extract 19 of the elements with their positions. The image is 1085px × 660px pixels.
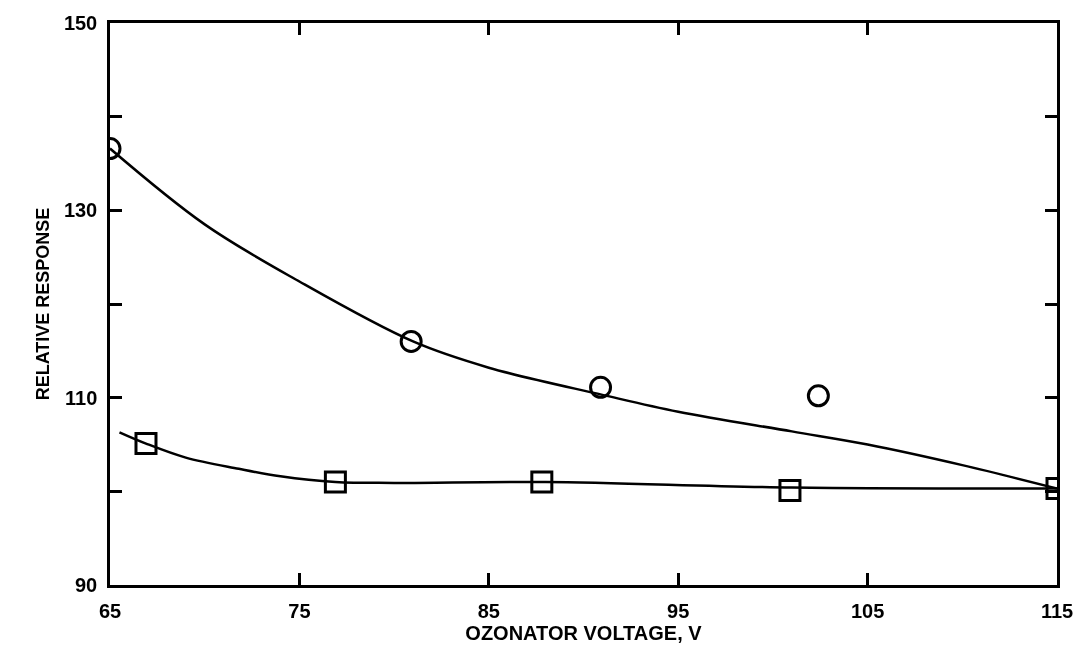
- point: [778, 478, 802, 502]
- point: [589, 375, 613, 399]
- point: [530, 470, 554, 494]
- point: [806, 384, 830, 408]
- y-axis-title: RELATIVE RESPONSE: [33, 207, 54, 401]
- y-tick-label: 150: [63, 12, 98, 34]
- point: [399, 329, 423, 353]
- x-axis-title: OZONATOR VOLTAGE, V: [465, 621, 703, 644]
- x-tick-label: 115: [1040, 599, 1074, 622]
- x-tick-label: 95: [667, 599, 690, 622]
- x-tick-label: 65: [98, 599, 122, 622]
- y-tick-label: 130: [63, 199, 98, 222]
- point: [323, 470, 347, 494]
- x-tick-label: 105: [850, 599, 885, 622]
- x-tick-label: 75: [288, 599, 311, 622]
- y-tick-label: 90: [75, 574, 98, 596]
- x-tick-label: 85: [477, 599, 500, 622]
- point: [134, 432, 158, 456]
- y-tick-label: 110: [64, 386, 98, 409]
